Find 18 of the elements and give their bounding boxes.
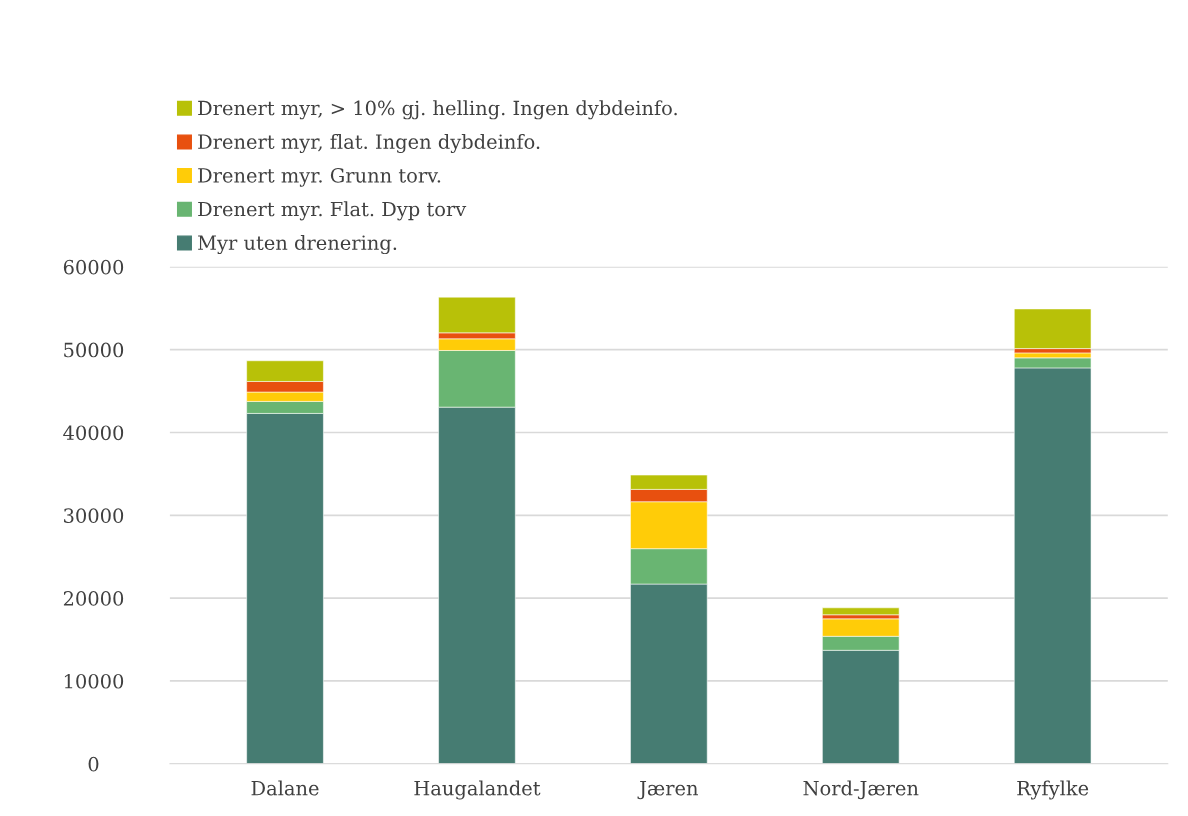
legend-label: Drenert myr, flat. Ingen dybdeinfo.	[198, 133, 540, 154]
y-tick-label: 60000	[63, 259, 124, 275]
x-tick-label: Dalane	[251, 780, 319, 796]
bar	[822, 607, 900, 616]
x-tick-label: Jæren	[637, 781, 698, 800]
x-tick-label: Nord-Jæren	[803, 780, 919, 800]
y-tick-label: 40000	[63, 425, 124, 441]
x-tick-label: Haugalandet	[414, 780, 541, 800]
legend-label: Drenert myr, > 10% gj. helling. Ingen dybdeinfo.	[198, 100, 677, 120]
y-tick-label: 50000	[64, 342, 124, 358]
legend-label: Myr uten drenering.	[198, 234, 397, 255]
y-tick-label: 30000	[64, 508, 124, 523]
y-tick-label: 0	[88, 756, 99, 772]
legend-label: Drenert myr. Grunn torv.	[198, 167, 441, 187]
x-tick-label: Ryfylke	[1017, 780, 1089, 800]
y-tick-label: 20000	[63, 591, 124, 606]
y-tick-label: 10000	[64, 673, 124, 689]
legend-label: Drenert myr. Flat. Dyp torv	[198, 201, 467, 221]
